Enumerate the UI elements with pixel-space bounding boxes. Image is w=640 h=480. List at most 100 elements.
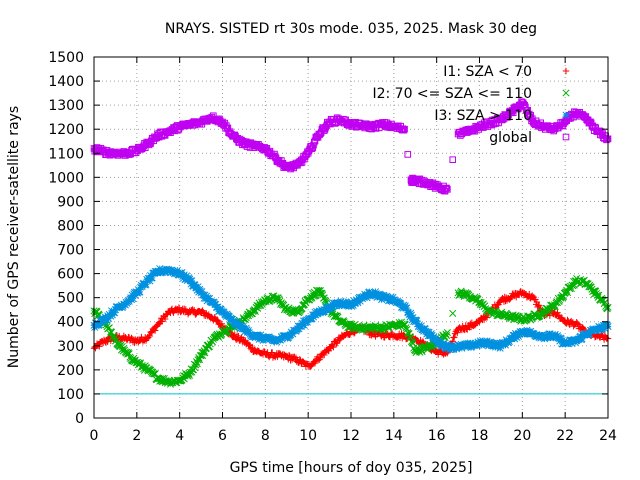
data-point bbox=[192, 311, 199, 318]
data-point bbox=[443, 184, 450, 192]
x-tick-label: 18 bbox=[471, 428, 489, 444]
data-point bbox=[104, 338, 111, 345]
data-point bbox=[220, 309, 228, 317]
x-tick-label: 6 bbox=[218, 428, 227, 444]
data-point bbox=[308, 145, 316, 153]
x-tick-label: 14 bbox=[385, 428, 403, 444]
data-point bbox=[576, 332, 585, 340]
data-point bbox=[275, 295, 283, 303]
data-point bbox=[146, 277, 154, 285]
legend-marker bbox=[562, 133, 570, 141]
y-tick-label: 0 bbox=[75, 411, 84, 427]
data-point bbox=[191, 281, 199, 289]
data-point bbox=[434, 351, 442, 358]
data-point bbox=[592, 287, 600, 295]
y-tick-label: 1400 bbox=[48, 74, 84, 90]
data-point bbox=[148, 329, 155, 336]
data-point bbox=[402, 324, 410, 332]
legend-label: I2: 70 <= SZA <= 110 bbox=[372, 86, 532, 102]
y-tick-label: 200 bbox=[57, 363, 84, 379]
data-point bbox=[451, 334, 458, 341]
data-point bbox=[327, 305, 335, 313]
data-point bbox=[544, 333, 552, 341]
x-tick-label: 16 bbox=[428, 428, 446, 444]
data-point bbox=[521, 289, 528, 297]
data-point bbox=[578, 335, 586, 343]
data-point bbox=[196, 287, 204, 295]
x-tick-label: 22 bbox=[556, 428, 574, 444]
data-point bbox=[172, 269, 180, 278]
data-point bbox=[155, 319, 163, 326]
data-point bbox=[508, 334, 516, 342]
data-point bbox=[180, 271, 188, 279]
data-point bbox=[443, 329, 451, 337]
x-tick-label: 8 bbox=[261, 428, 270, 444]
data-point bbox=[255, 335, 263, 343]
data-point bbox=[336, 336, 343, 343]
data-point bbox=[247, 345, 255, 352]
data-point bbox=[365, 288, 373, 296]
legend-label: I3: SZA > 110 bbox=[434, 108, 532, 124]
data-point bbox=[401, 125, 408, 133]
data-point bbox=[329, 342, 336, 350]
data-point bbox=[436, 336, 444, 344]
data-point bbox=[422, 327, 430, 335]
data-point bbox=[478, 341, 486, 349]
y-tick-label: 600 bbox=[57, 267, 84, 283]
y-tick-label: 1500 bbox=[48, 50, 84, 66]
data-point bbox=[355, 293, 363, 301]
data-point bbox=[389, 293, 397, 301]
data-point bbox=[200, 308, 207, 316]
data-point bbox=[136, 288, 144, 296]
data-point bbox=[397, 300, 405, 308]
y-tick-label: 1200 bbox=[48, 122, 84, 138]
legend-label: global bbox=[489, 130, 532, 146]
data-point bbox=[199, 348, 207, 357]
data-point bbox=[449, 309, 457, 317]
data-point bbox=[234, 318, 242, 326]
data-point bbox=[535, 302, 542, 309]
data-point bbox=[501, 293, 508, 301]
data-point bbox=[535, 302, 543, 309]
data-point bbox=[496, 344, 504, 352]
y-axis-label: Number of GPS receiver-satellite rays bbox=[6, 106, 22, 368]
data-point bbox=[151, 327, 159, 334]
data-point bbox=[238, 322, 246, 330]
data-point bbox=[569, 282, 577, 290]
data-point bbox=[476, 300, 484, 308]
data-point bbox=[300, 359, 307, 366]
data-point bbox=[403, 304, 411, 312]
y-tick-label: 1300 bbox=[48, 98, 84, 114]
x-tick-label: 4 bbox=[175, 428, 184, 444]
data-point bbox=[454, 329, 461, 336]
y-tick-label: 1000 bbox=[48, 170, 84, 186]
data-point bbox=[574, 320, 581, 327]
data-point bbox=[400, 126, 408, 134]
data-point bbox=[176, 269, 184, 277]
y-tick-label: 400 bbox=[57, 315, 84, 331]
data-point bbox=[198, 288, 206, 296]
legend-label: I1: SZA < 70 bbox=[443, 64, 532, 80]
data-point bbox=[148, 274, 156, 282]
data-point bbox=[439, 340, 448, 348]
data-point bbox=[233, 336, 240, 343]
data-point bbox=[325, 347, 333, 355]
tick-layer: 0 2 4 6 8 10 12 14 16 18 20 22 240100200300400500600… bbox=[48, 50, 617, 444]
data-point bbox=[557, 335, 565, 343]
data-point bbox=[372, 289, 380, 298]
data-point bbox=[404, 151, 412, 158]
x-tick-label: 0 bbox=[90, 428, 99, 444]
x-axis-label: GPS time [hours of doy 035, 2025] bbox=[230, 460, 473, 476]
chart-title: NRAYS. SISTED rt 30s mode. 035, 2025. Ma… bbox=[165, 21, 537, 37]
data-point bbox=[105, 324, 113, 332]
y-tick-label: 700 bbox=[57, 243, 84, 259]
data-point bbox=[340, 318, 348, 326]
data-point bbox=[417, 325, 425, 333]
data-point bbox=[511, 335, 519, 343]
data-point bbox=[603, 321, 611, 329]
x-tick-label: 10 bbox=[299, 428, 317, 444]
data-point bbox=[209, 338, 217, 346]
data-point bbox=[413, 317, 421, 325]
